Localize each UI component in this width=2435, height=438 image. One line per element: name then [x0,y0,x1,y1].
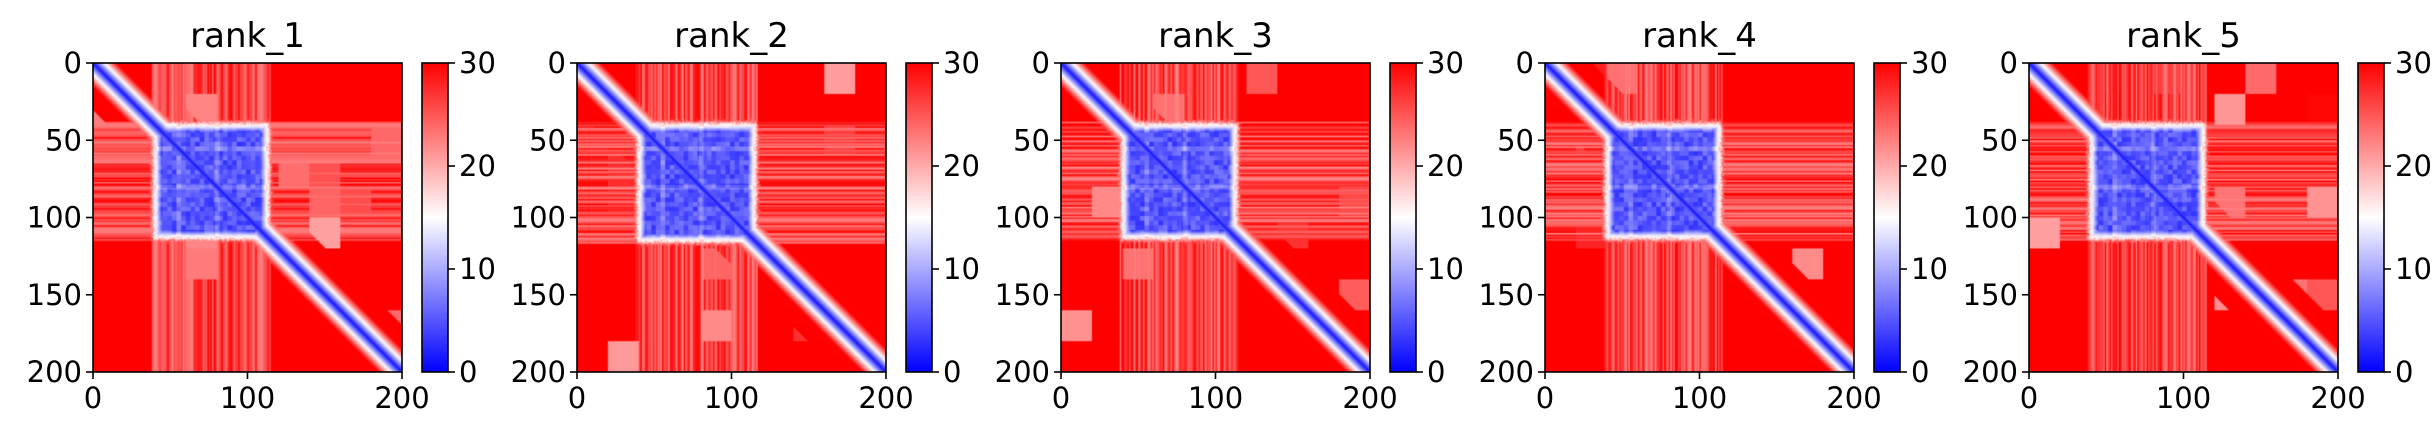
colorbar-tick-label: 10 [459,252,496,286]
colorbar-tick-label: 30 [1427,46,1464,80]
x-tick-label: 100 [1672,381,1727,415]
colorbar-frame [421,62,449,373]
panel-title: rank_3 [1158,16,1273,56]
y-tick-label: 0 [1516,46,1534,80]
y-tick-label: 200 [1963,355,2018,389]
colorbar-frame [1873,62,1901,373]
heatmap-image [577,63,886,372]
y-tick-label: 0 [548,46,566,80]
colorbar-tick-label: 30 [1911,46,1948,80]
colorbar-tick-label: 10 [1911,252,1948,286]
x-tick-label: 100 [704,381,759,415]
y-tick-label: 150 [995,278,1050,312]
heatmap-image [1545,63,1854,372]
colorbar [1874,63,1900,372]
colorbar-tick-label: 20 [2395,149,2432,183]
panel-title: rank_1 [190,16,305,56]
y-tick-label: 50 [529,123,566,157]
y-tick-label: 150 [27,278,82,312]
y-tick-label: 50 [1981,123,2018,157]
y-tick-label: 100 [27,201,82,235]
x-tick-label: 0 [568,381,586,415]
y-tick-label: 200 [27,355,82,389]
x-tick-label: 200 [1342,381,1397,415]
heatmap-image [1061,63,1370,372]
y-tick-label: 0 [2000,46,2018,80]
x-tick-label: 100 [2156,381,2211,415]
colorbar-frame [905,62,933,373]
y-tick-label: 150 [1479,278,1534,312]
y-tick-label: 150 [511,278,566,312]
colorbar-tick-label: 30 [459,46,496,80]
heatmap-image [93,63,402,372]
y-tick-label: 50 [45,123,82,157]
y-tick-label: 200 [511,355,566,389]
colorbar-tick-label: 20 [1427,149,1464,183]
colorbar-tick-label: 20 [1911,149,1948,183]
panel-title: rank_5 [2126,16,2241,56]
y-tick-label: 0 [64,46,82,80]
x-tick-label: 100 [1188,381,1243,415]
x-tick-label: 200 [2310,381,2365,415]
x-tick-label: 200 [374,381,429,415]
colorbar [2358,63,2384,372]
colorbar-tick-label: 0 [2395,355,2413,389]
y-tick-label: 100 [1479,201,1534,235]
colorbar-tick-label: 10 [2395,252,2432,286]
colorbar-tick-label: 0 [459,355,477,389]
colorbar-tick-label: 10 [943,252,980,286]
x-tick-label: 0 [2020,381,2038,415]
colorbar-tick-label: 20 [459,149,496,183]
y-tick-label: 100 [995,201,1050,235]
colorbar-tick-label: 20 [943,149,980,183]
heatmap-image [2029,63,2338,372]
colorbar-frame [1389,62,1417,373]
y-tick-label: 150 [1963,278,2018,312]
colorbar-tick-label: 30 [2395,46,2432,80]
x-tick-label: 100 [220,381,275,415]
y-tick-label: 200 [1479,355,1534,389]
x-tick-label: 200 [1826,381,1881,415]
x-tick-label: 0 [84,381,102,415]
y-tick-label: 50 [1013,123,1050,157]
panel-title: rank_4 [1642,16,1757,56]
colorbar [906,63,932,372]
x-tick-label: 200 [858,381,913,415]
y-tick-label: 50 [1497,123,1534,157]
x-tick-label: 0 [1052,381,1070,415]
colorbar [1390,63,1416,372]
colorbar-tick-label: 10 [1427,252,1464,286]
colorbar-tick-label: 0 [1427,355,1445,389]
colorbar-tick-label: 0 [943,355,961,389]
x-tick-label: 0 [1536,381,1554,415]
y-tick-label: 100 [511,201,566,235]
colorbar-tick-label: 30 [943,46,980,80]
y-tick-label: 100 [1963,201,2018,235]
panel-title: rank_2 [674,16,789,56]
colorbar [422,63,448,372]
colorbar-frame [2357,62,2385,373]
y-tick-label: 200 [995,355,1050,389]
y-tick-label: 0 [1032,46,1050,80]
colorbar-tick-label: 0 [1911,355,1929,389]
